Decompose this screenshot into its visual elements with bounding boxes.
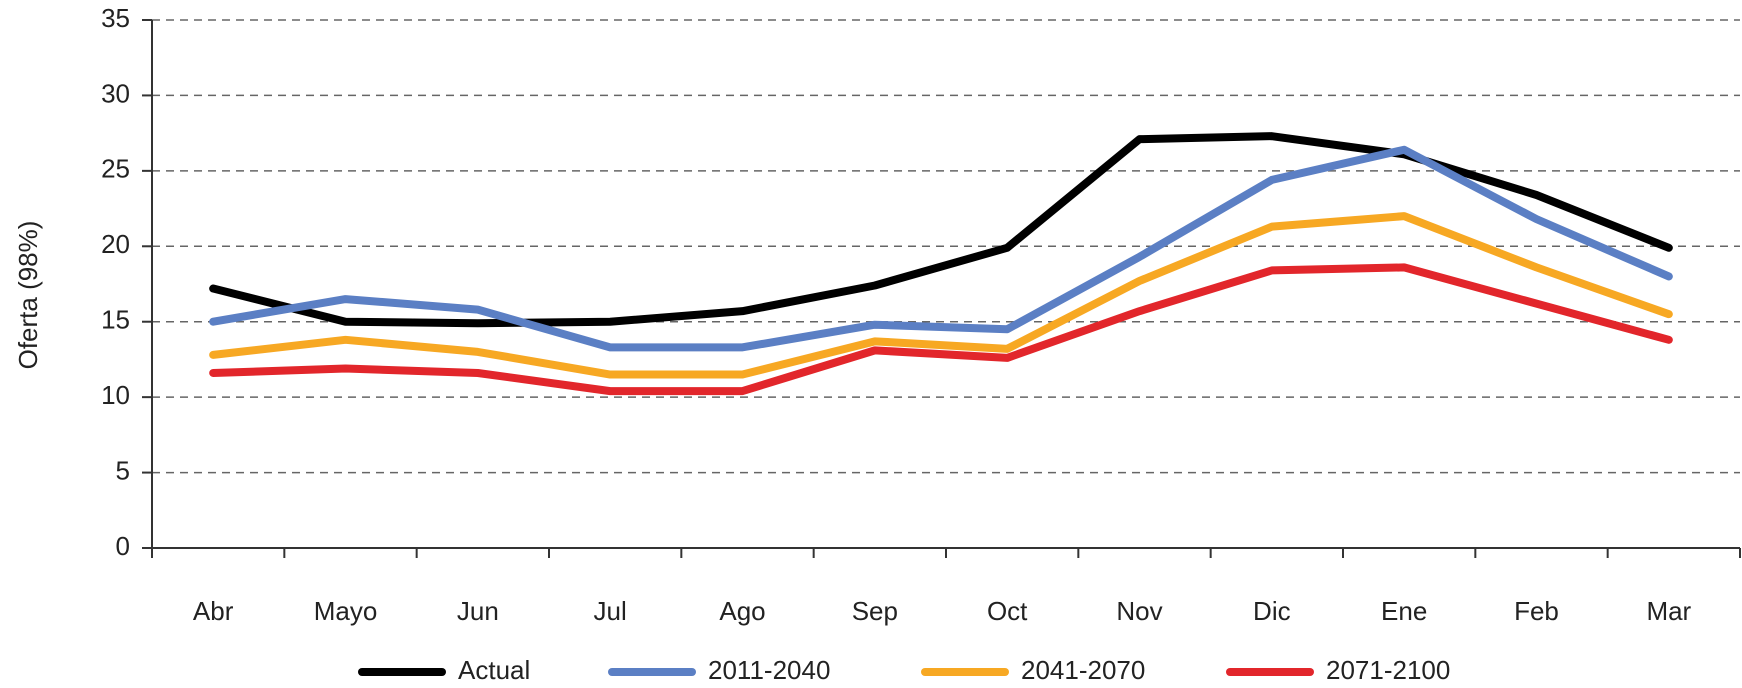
y-tick-label: 10 xyxy=(101,380,130,410)
x-tick-label: Oct xyxy=(987,596,1028,626)
y-tick-label: 0 xyxy=(116,531,130,561)
x-tick-label: Mayo xyxy=(314,596,378,626)
x-tick-label: Abr xyxy=(193,596,234,626)
y-tick-label: 5 xyxy=(116,455,130,485)
y-tick-label: 35 xyxy=(101,3,130,33)
y-tick-label: 25 xyxy=(101,154,130,184)
y-tick-label: 20 xyxy=(101,229,130,259)
y-tick-label: 15 xyxy=(101,305,130,335)
legend-label: 2071-2100 xyxy=(1326,655,1450,685)
x-tick-label: Feb xyxy=(1514,596,1559,626)
x-tick-label: Jul xyxy=(594,596,627,626)
x-tick-label: Nov xyxy=(1116,596,1162,626)
y-tick-label: 30 xyxy=(101,78,130,108)
y-axis-label: Oferta (98%) xyxy=(13,221,43,370)
series-line xyxy=(209,263,1673,396)
x-tick-label: Mar xyxy=(1646,596,1691,626)
legend-label: 2041-2070 xyxy=(1021,655,1145,685)
series-line xyxy=(209,212,1673,379)
x-tick-label: Ene xyxy=(1381,596,1427,626)
legend-label: Actual xyxy=(458,655,530,685)
x-tick-label: Dic xyxy=(1253,596,1291,626)
legend-label: 2011-2040 xyxy=(708,655,830,685)
x-tick-label: Jun xyxy=(457,596,499,626)
x-tick-label: Sep xyxy=(852,596,898,626)
series-line xyxy=(209,145,1673,352)
series-line xyxy=(209,132,1673,328)
x-tick-label: Ago xyxy=(719,596,765,626)
